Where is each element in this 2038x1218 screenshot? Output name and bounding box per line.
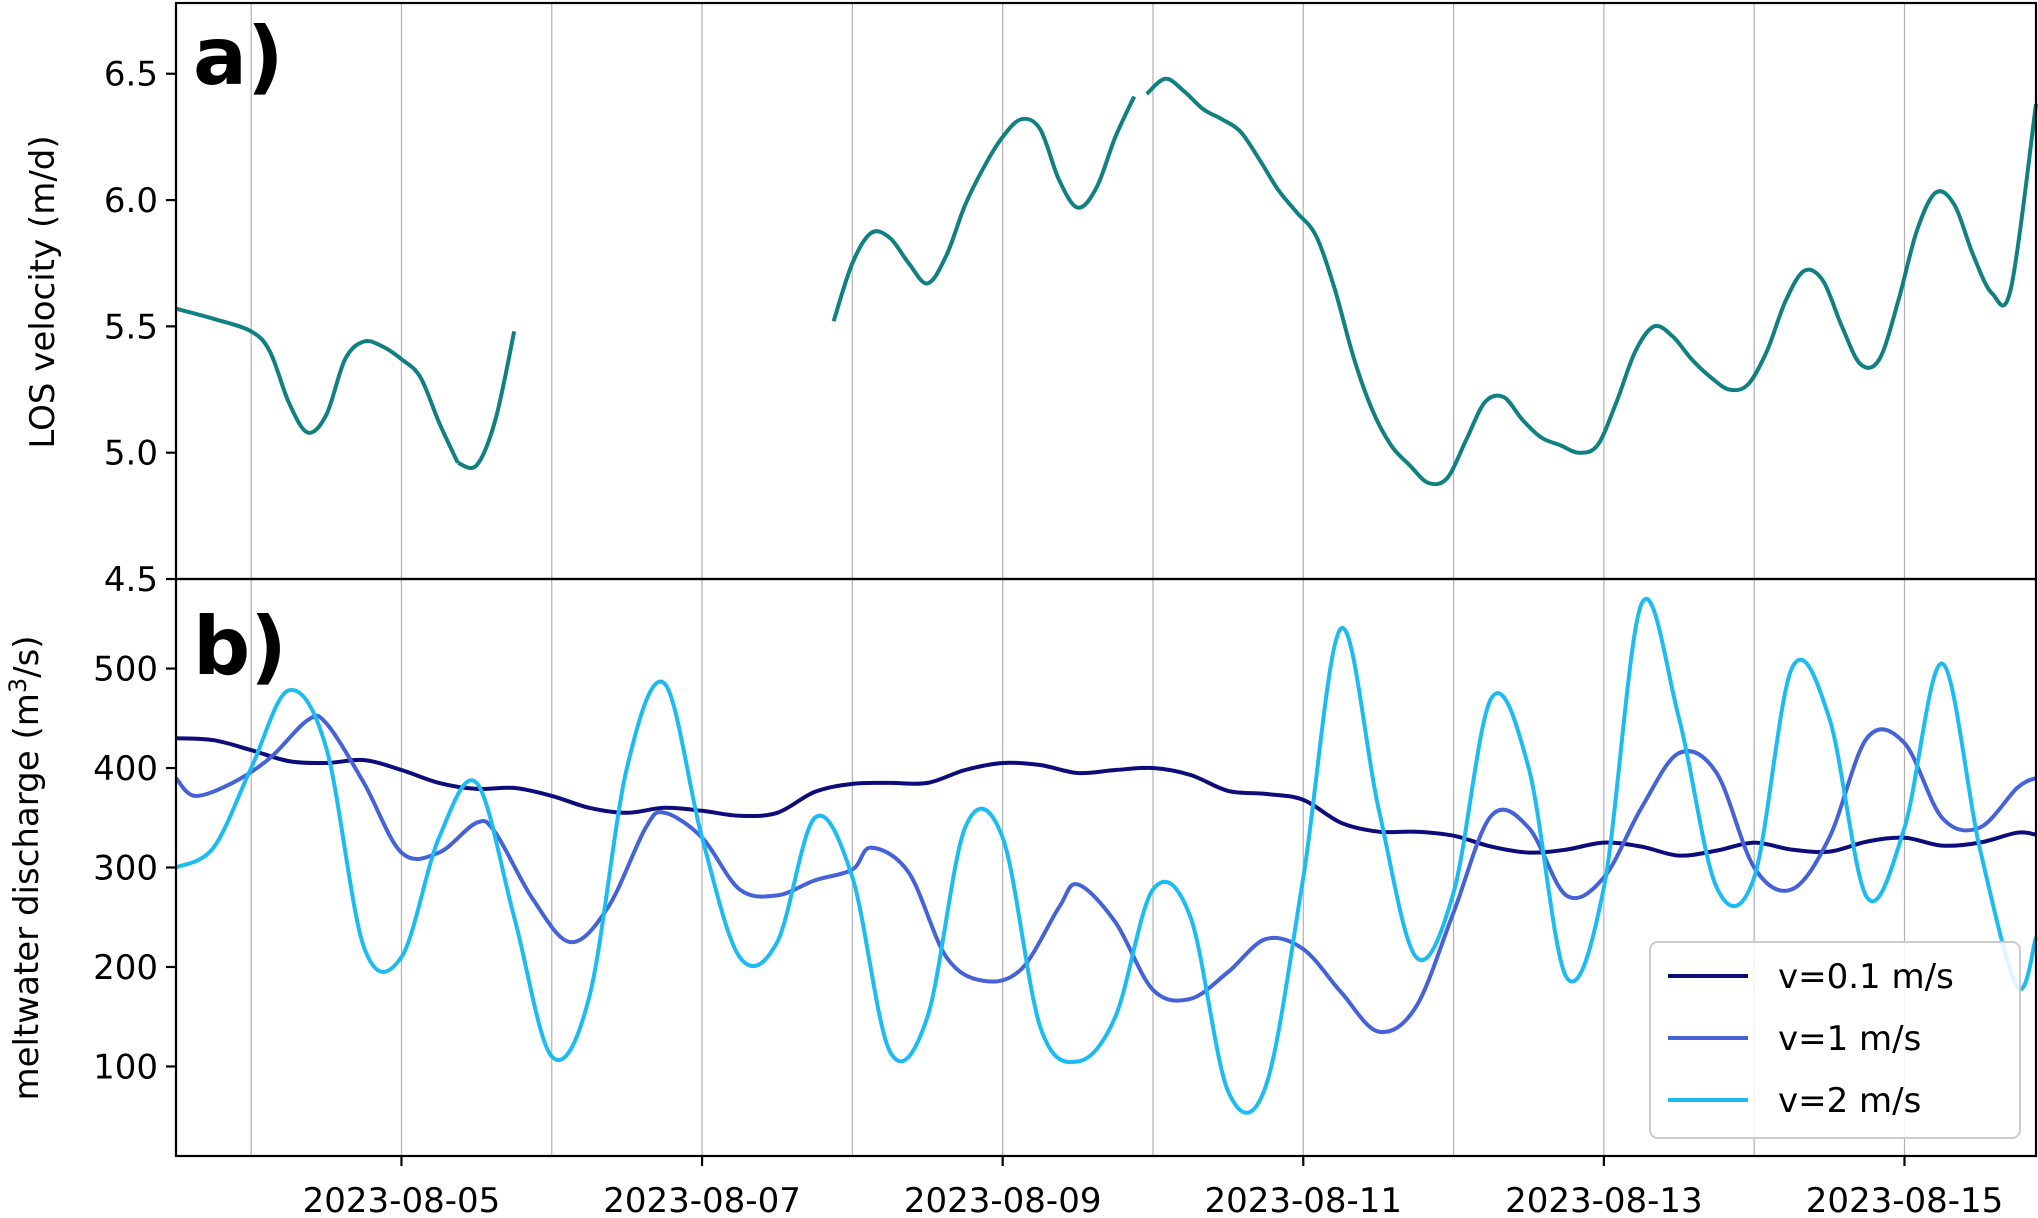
- panel-b-y-axis-label-main: meltwater discharge (m: [7, 693, 47, 1100]
- legend-label-2: v=1 m/s: [1778, 1019, 1921, 1059]
- panel-b-y-tick-label: 200: [93, 948, 158, 988]
- panel-a-y-ticks: 4.5 5.0 5.5 6.0 6.5: [104, 55, 176, 600]
- discharge-series-line-3: [175, 596, 2038, 1115]
- x-tick-label: 2023-08-13: [1505, 1181, 1703, 1218]
- x-tick-label: 2023-08-11: [1204, 1181, 1402, 1218]
- panel-b-y-tick-label: 100: [93, 1047, 158, 1087]
- panel-b-series: [174, 596, 2038, 1115]
- panel-b-y-tick-label: 300: [93, 849, 158, 889]
- panel-a-series: [175, 76, 2038, 487]
- x-tick-label: 2023-08-07: [603, 1181, 801, 1218]
- x-tick-label: 2023-08-15: [1806, 1181, 2004, 1218]
- panel-a-frame: [174, 1, 2038, 581]
- panel-b-x-ticks: 2023-08-05 2023-08-07 2023-08-09 2023-08-11…: [303, 1156, 2004, 1218]
- panel-a-y-tick-label: 6.5: [104, 55, 158, 95]
- panel-b-y-tick-label: 400: [93, 749, 158, 789]
- panel-b-y-ticks: 100 200 300 400 500: [93, 650, 176, 1087]
- x-tick-label: 2023-08-05: [303, 1181, 501, 1218]
- panel-a-y-tick-label: 5.5: [104, 307, 158, 347]
- legend-label-1: v=0.1 m/s: [1778, 957, 1954, 997]
- los-velocity-line-segment-1: [175, 306, 460, 464]
- panel-a-y-tick-label: 5.0: [104, 434, 158, 474]
- los-velocity-line-segment-4: [1145, 76, 2038, 487]
- legend-label-3: v=2 m/s: [1778, 1081, 1921, 1121]
- panel-a-label: a): [193, 10, 284, 103]
- panel-a-y-axis-label: LOS velocity (m/d): [23, 135, 63, 448]
- panel-b-y-axis-label-superscript: 3: [4, 678, 32, 693]
- panel-b-y-axis-label: meltwater discharge (m3/s): [4, 635, 47, 1100]
- panel-b-y-tick-label: 500: [93, 650, 158, 690]
- x-tick-label: 2023-08-09: [904, 1181, 1102, 1218]
- legend: v=0.1 m/s v=1 m/s v=2 m/s: [1649, 941, 2021, 1139]
- panel-b-y-axis-label-end: /s): [7, 635, 47, 677]
- discharge-series-line-2: [174, 713, 2037, 1035]
- panel-a-y-tick-label: 4.5: [104, 560, 158, 600]
- los-velocity-line-segment-2: [457, 330, 517, 470]
- los-velocity-line-segment-3: [831, 95, 1137, 322]
- panel-b-label: b): [193, 600, 287, 693]
- panel-a-grid: [250, 3, 1906, 579]
- legend-box: [1649, 941, 2021, 1139]
- panel-a-y-tick-label: 6.0: [104, 181, 158, 221]
